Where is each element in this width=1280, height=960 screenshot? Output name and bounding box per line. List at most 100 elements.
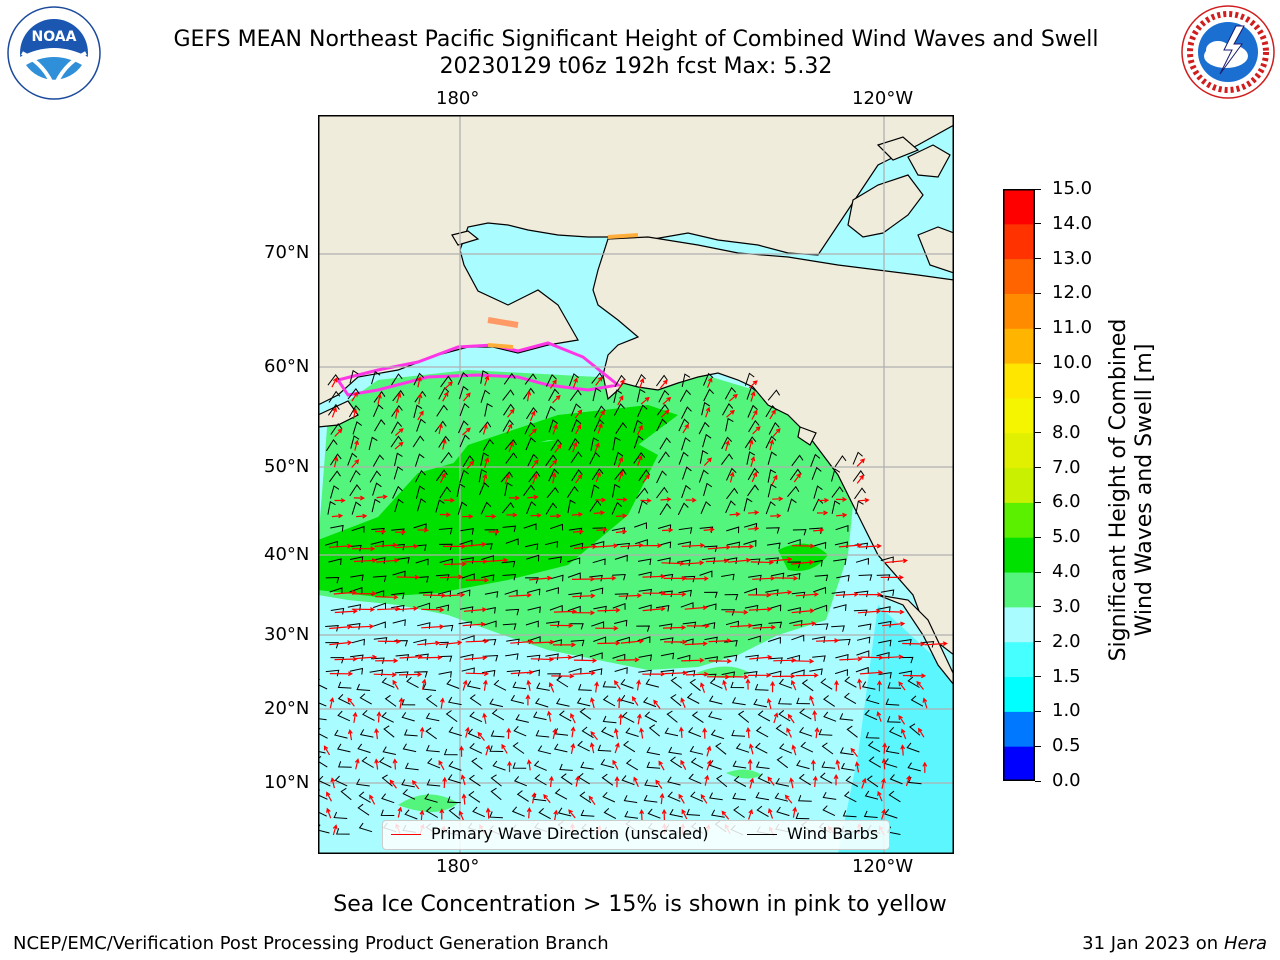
wind-barb [460,527,474,535]
wave-direction-arrow [546,710,552,722]
wave-direction-arrow [354,439,359,451]
wave-direction-arrow [595,471,601,483]
wind-barb [513,725,527,737]
wave-direction-arrow [638,543,663,549]
colorbar-tick-label: 8.0 [1052,421,1081,443]
wave-direction-arrow [462,514,474,520]
wave-direction-arrow [721,810,730,820]
wave-direction-arrow [815,638,840,644]
wind-barb [907,676,920,688]
wave-direction-arrow [727,557,752,563]
wind-barb [589,587,604,595]
wave-direction-arrow [411,780,420,790]
wind-barb [459,539,473,547]
wave-direction-arrow [747,758,753,770]
noaa-logo: NOAA [6,5,102,105]
wave-direction-arrow [330,777,336,789]
colorbar-tick [1035,188,1041,190]
wind-barb [414,390,427,403]
wave-direction-arrow [784,794,793,804]
wave-direction-arrow [876,680,882,692]
wave-direction-arrow [769,439,775,451]
wind-barb [395,654,410,661]
wind-barb [748,419,760,433]
colorbar-tick-label: 4.0 [1052,561,1081,583]
wind-barb [679,389,691,402]
wind-barb [699,570,713,578]
wind-barb [435,574,450,581]
wind-barb [480,452,489,466]
wind-barb [503,372,516,385]
colorbar-segment [1003,432,1035,469]
wind-barb [754,683,769,691]
wave-direction-arrow [441,592,466,598]
wave-direction-arrow [377,393,382,405]
wind-barb [899,656,914,664]
wave-direction-arrow [510,669,535,675]
wave-direction-arrow [554,443,562,453]
lon-label-top-120w: 120°W [852,88,914,109]
wave-direction-arrow [419,809,425,822]
wind-barb [390,421,403,434]
wave-direction-arrow [551,673,575,679]
wind-barb [659,503,672,516]
wind-barb [864,790,879,800]
wind-barb [436,469,448,482]
lon-label-bottom-180: 180° [436,856,480,877]
colorbar-tick-label: 11.0 [1052,317,1093,339]
colorbar-tick [1035,571,1041,573]
wave-direction-arrow [729,623,754,629]
wind-barb [456,483,466,497]
wind-barbs [312,369,935,836]
footer-date: 31 Jan 2023 on Hera [1082,933,1267,954]
wind-barb [726,487,739,500]
wind-barb [438,387,450,400]
wind-barb [484,403,493,417]
wind-barb [855,666,869,674]
wind-barb [633,451,646,464]
wave-direction-arrow [680,759,687,770]
wave-direction-arrow [881,777,886,789]
wind-barb [840,762,855,771]
wave-direction-arrow [485,807,491,819]
wind-barb [677,654,691,662]
wind-barb [461,635,475,642]
wind-barb [613,389,623,404]
wind-barb [425,712,440,722]
wind-barb [699,450,709,464]
wave-direction-arrow [918,727,925,738]
wave-direction-arrow [439,574,464,580]
wave-direction-arrow [661,808,667,821]
wind-barb [566,486,579,498]
wind-barb [856,636,871,644]
wind-barb [448,726,462,737]
wind-barb [502,419,514,432]
wind-barb [725,620,740,628]
wind-barb [846,725,858,738]
wind-barb [591,621,605,628]
wind-barb [328,390,341,403]
wave-direction-arrow [616,513,628,519]
wind-barb [349,484,361,497]
wave-direction-arrow [685,497,697,503]
wind-barb [637,558,652,566]
wind-barb [545,502,558,515]
wind-barb [467,728,481,740]
wind-barb [337,710,351,722]
wind-barb [369,470,382,483]
wind-barb [502,573,517,581]
wind-barb [392,570,406,578]
wind-barb [621,775,635,786]
wind-barb [612,436,621,451]
wind-barb [330,657,345,664]
wind-barb [863,810,878,818]
wave-direction-arrow [636,713,642,725]
wave-direction-arrow [442,776,448,789]
wind-barb [600,759,615,769]
wind-barb [359,729,374,738]
wind-barb [643,794,658,803]
wave-direction-arrow [568,809,576,819]
wind-barb [767,542,781,550]
wave-direction-arrow [700,793,708,804]
wind-barb [743,497,753,512]
